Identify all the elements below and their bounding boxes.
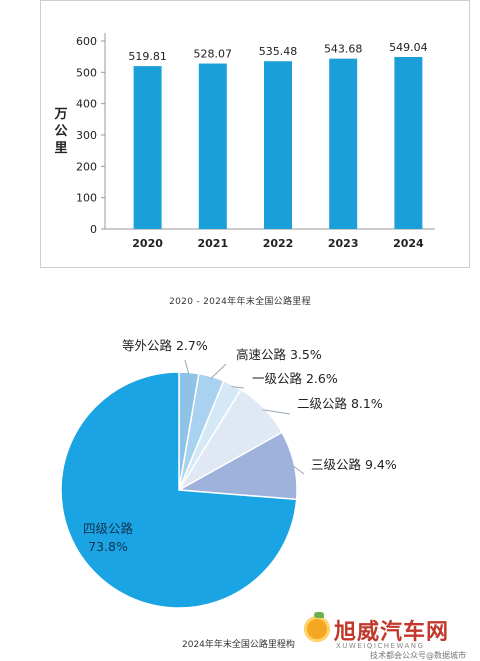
pie-chart: 等外公路 2.7% 高速公路 3.5% 一级公路 2.6% 二级公路 8.1% 三级公路… [60, 338, 397, 609]
y-tick-label: 100 [76, 192, 97, 205]
watermark-logo-icon [304, 616, 330, 642]
bar-value-label: 535.48 [259, 45, 298, 58]
y-tick-label: 600 [76, 35, 97, 48]
x-tick-label: 2023 [328, 237, 359, 250]
bar-2024 [394, 56, 423, 229]
watermark-title: 旭威汽车网 [334, 620, 450, 645]
y-axis-label: 万公里 [54, 107, 68, 156]
x-tick-label: 2021 [197, 237, 228, 250]
watermark-leaf-icon [314, 612, 324, 618]
bar-value-label: 543.68 [324, 43, 363, 56]
y-tick-label: 0 [90, 223, 97, 236]
y-tick-label: 300 [76, 129, 97, 142]
x-tick-label: 2024 [393, 237, 424, 250]
bar-value-label: 519.81 [128, 50, 167, 63]
bar-chart-caption: 2020 - 2024年年末全国公路里程 [169, 297, 311, 307]
bar-2021 [198, 63, 227, 229]
bar-chart-panel: 0 100 200 300 400 500 600 519.81 2020 528.07 2021 5… [40, 0, 470, 268]
x-tick-label: 2022 [263, 237, 294, 250]
bar-value-label: 549.04 [389, 41, 428, 54]
y-tick-label: 500 [76, 66, 97, 79]
pie-slice-label: 一级公路 2.6% [252, 371, 338, 386]
x-tick-label: 2020 [132, 237, 163, 250]
pie-slice-label: 高速公路 3.5% [236, 347, 322, 362]
pie-slice-value-label: 73.8% [88, 539, 128, 554]
pie-slice-5 [60, 371, 298, 609]
pie-slice-label: 三级公路 9.4% [311, 457, 397, 472]
y-tick-label: 200 [76, 160, 97, 173]
pie-leader-line [231, 386, 245, 389]
watermark: 旭威汽车网 XUWEIQICHEWANG 技术都会公众号@数据城市 [300, 612, 480, 660]
pie-leader-line [262, 409, 291, 415]
bar-2023 [329, 58, 358, 229]
pie-slice-label: 等外公路 2.7% [122, 338, 208, 353]
pie-slice-label: 二级公路 8.1% [297, 396, 383, 411]
bar-value-label: 528.07 [194, 48, 233, 61]
pie-leader-line [292, 464, 305, 475]
watermark-subtitle: XUWEIQICHEWANG [336, 642, 425, 650]
pie-leader-line [184, 359, 190, 375]
y-tick-label: 400 [76, 98, 97, 111]
pie-leader-line [210, 363, 227, 379]
pie-slice-label: 四级公路 [83, 521, 134, 536]
watermark-tag: 技术都会公众号@数据城市 [370, 651, 466, 660]
bar-chart: 0 100 200 300 400 500 600 519.81 2020 528.07 2021 5… [76, 33, 435, 250]
pie-chart-caption: 2024年年末全国公路里程构 [182, 640, 295, 650]
bar-2020 [133, 66, 162, 230]
bar-2022 [264, 61, 292, 230]
